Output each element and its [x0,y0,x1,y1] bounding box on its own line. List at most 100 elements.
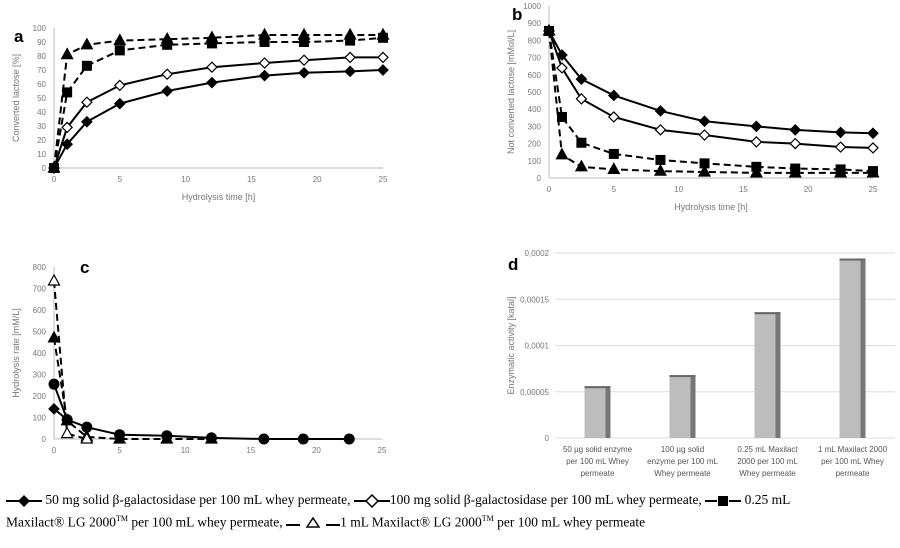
x-tick-label: 10 [181,446,190,455]
y-tick-label: 700 [528,54,542,63]
marker-square [556,111,567,122]
marker-triangle [80,431,94,444]
marker-triangle [607,162,621,174]
marker-diamond [113,97,126,110]
y-tick-label: 0,00015 [520,295,549,304]
series-line [53,383,350,440]
marker-triangle [574,159,588,172]
tm-mark: TM [115,514,128,523]
marker-triangle [698,164,712,177]
marker-triangle [834,165,848,178]
marker-diamond [789,123,802,136]
marker-diamond [654,123,667,136]
marker-diamond [556,49,568,61]
marker-diamond [575,73,588,85]
marker-triangle [47,160,61,173]
marker-square [576,137,587,148]
y-tick-label: 50 [37,94,46,103]
x-category-label: 50 µg solid enzyme [563,445,633,454]
marker-triangle [653,163,667,176]
marker-triangle [788,165,802,178]
marker-triangle [866,165,880,178]
x-tick-label: 15 [246,446,255,455]
series-line [53,280,88,440]
series-line [548,30,874,149]
marker-diamond [750,136,763,148]
x-tick-label: 20 [312,446,321,455]
marker-square [62,87,73,98]
legend-item-3a: 0.25 mL [744,492,791,507]
marker-square [81,60,92,71]
x-category-label: 1 mL Maxilact 2000 [818,445,888,454]
marker-diamond [161,85,174,97]
marker-triangle [113,431,127,444]
tm-mark: TM [481,514,494,523]
legend-marker-diamond-open [353,493,390,508]
x-tick-label: 25 [378,446,387,455]
x-category-label: per 100 mL Whey [821,457,884,466]
legend-marker-triangle-open [286,517,341,529]
legend-marker-diamond-filled [6,494,42,507]
y-tick-label: 500 [528,88,542,97]
panel-a: a 0 5 10 15 20 25 0 10 20 30 40 50 60 70 80 90 100 Hydroly… [11,24,390,202]
series-line [548,30,874,173]
panel-label: d [508,255,518,274]
marker-square [345,35,356,46]
y-tick-label: 600 [528,71,542,80]
x-axis-label: Hydrolysis time [h] [674,202,748,212]
marker-square [608,148,619,159]
x-category-label: 100 µg solid [661,445,704,454]
y-tick-label: 0 [537,174,542,183]
series-line [53,34,383,169]
marker-diamond [258,69,271,82]
marker-circle [48,378,60,390]
legend-item-4b: per 100 mL whey permeate [493,514,646,530]
legend-item-1: 50 mg solid β-galactosidase per 100 mL w… [45,492,351,507]
marker-square [699,158,710,169]
panel-c: c 0 5 10 15 20 25 0 100 200 300 400 500 600 700 800 Hydr… [11,258,387,455]
x-tick-label: 20 [804,185,813,194]
legend-item-2: 100 mg solid β-galactosidase per 100 mL … [389,492,702,507]
marker-diamond [607,111,620,123]
y-tick-label: 200 [33,392,47,401]
marker-diamond [377,64,389,76]
legend-item-3c: per 100 mL whey permeate, [127,514,283,530]
series-line [53,69,384,169]
y-tick-label: 70 [37,66,46,75]
x-category-label: permeate [581,469,615,478]
marker-diamond [575,93,588,105]
marker-triangle [47,273,61,286]
x-tick-label: 20 [313,175,322,184]
bar-shade [605,386,611,438]
legend: 50 mg solid β-galactosidase per 100 mL w… [6,490,896,532]
marker-triangle [542,23,556,36]
series-line [548,30,874,135]
marker-diamond [81,115,93,128]
marker-diamond [834,141,847,153]
bar-top [669,375,696,378]
marker-diamond [867,127,879,140]
marker-diamond [556,62,568,74]
x-axis-label: Hydrolysis time [h] [182,192,256,202]
marker-triangle [343,27,357,40]
series-line [53,56,383,169]
y-tick-label: 400 [33,349,47,358]
marker-triangle [160,431,174,444]
marker-diamond [161,68,174,81]
series-line [53,36,384,169]
marker-circle [343,433,355,445]
marker-diamond [377,51,389,64]
y-tick-label: 40 [37,108,46,117]
y-tick-label: 20 [37,136,46,145]
panel-label: c [80,258,89,277]
x-category-label: enzyme per 100 mL [647,457,718,466]
x-tick-label: 0 [52,446,57,455]
panel-label: b [512,5,522,24]
x-tick-label: 25 [379,175,388,184]
y-tick-label: 90 [37,38,46,47]
x-tick-label: 5 [117,446,122,455]
marker-triangle [749,165,763,178]
marker-circle [297,433,309,445]
x-category-label: permeate [836,469,870,478]
